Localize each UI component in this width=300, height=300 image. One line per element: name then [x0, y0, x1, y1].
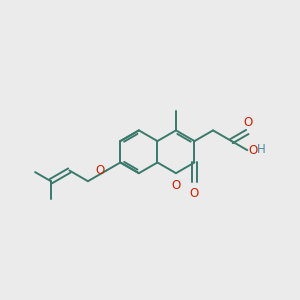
- Text: O: O: [244, 116, 253, 129]
- Text: O: O: [190, 187, 199, 200]
- Text: O: O: [248, 144, 258, 157]
- Text: O: O: [96, 164, 105, 177]
- Text: O: O: [171, 178, 181, 191]
- Text: H: H: [257, 143, 266, 156]
